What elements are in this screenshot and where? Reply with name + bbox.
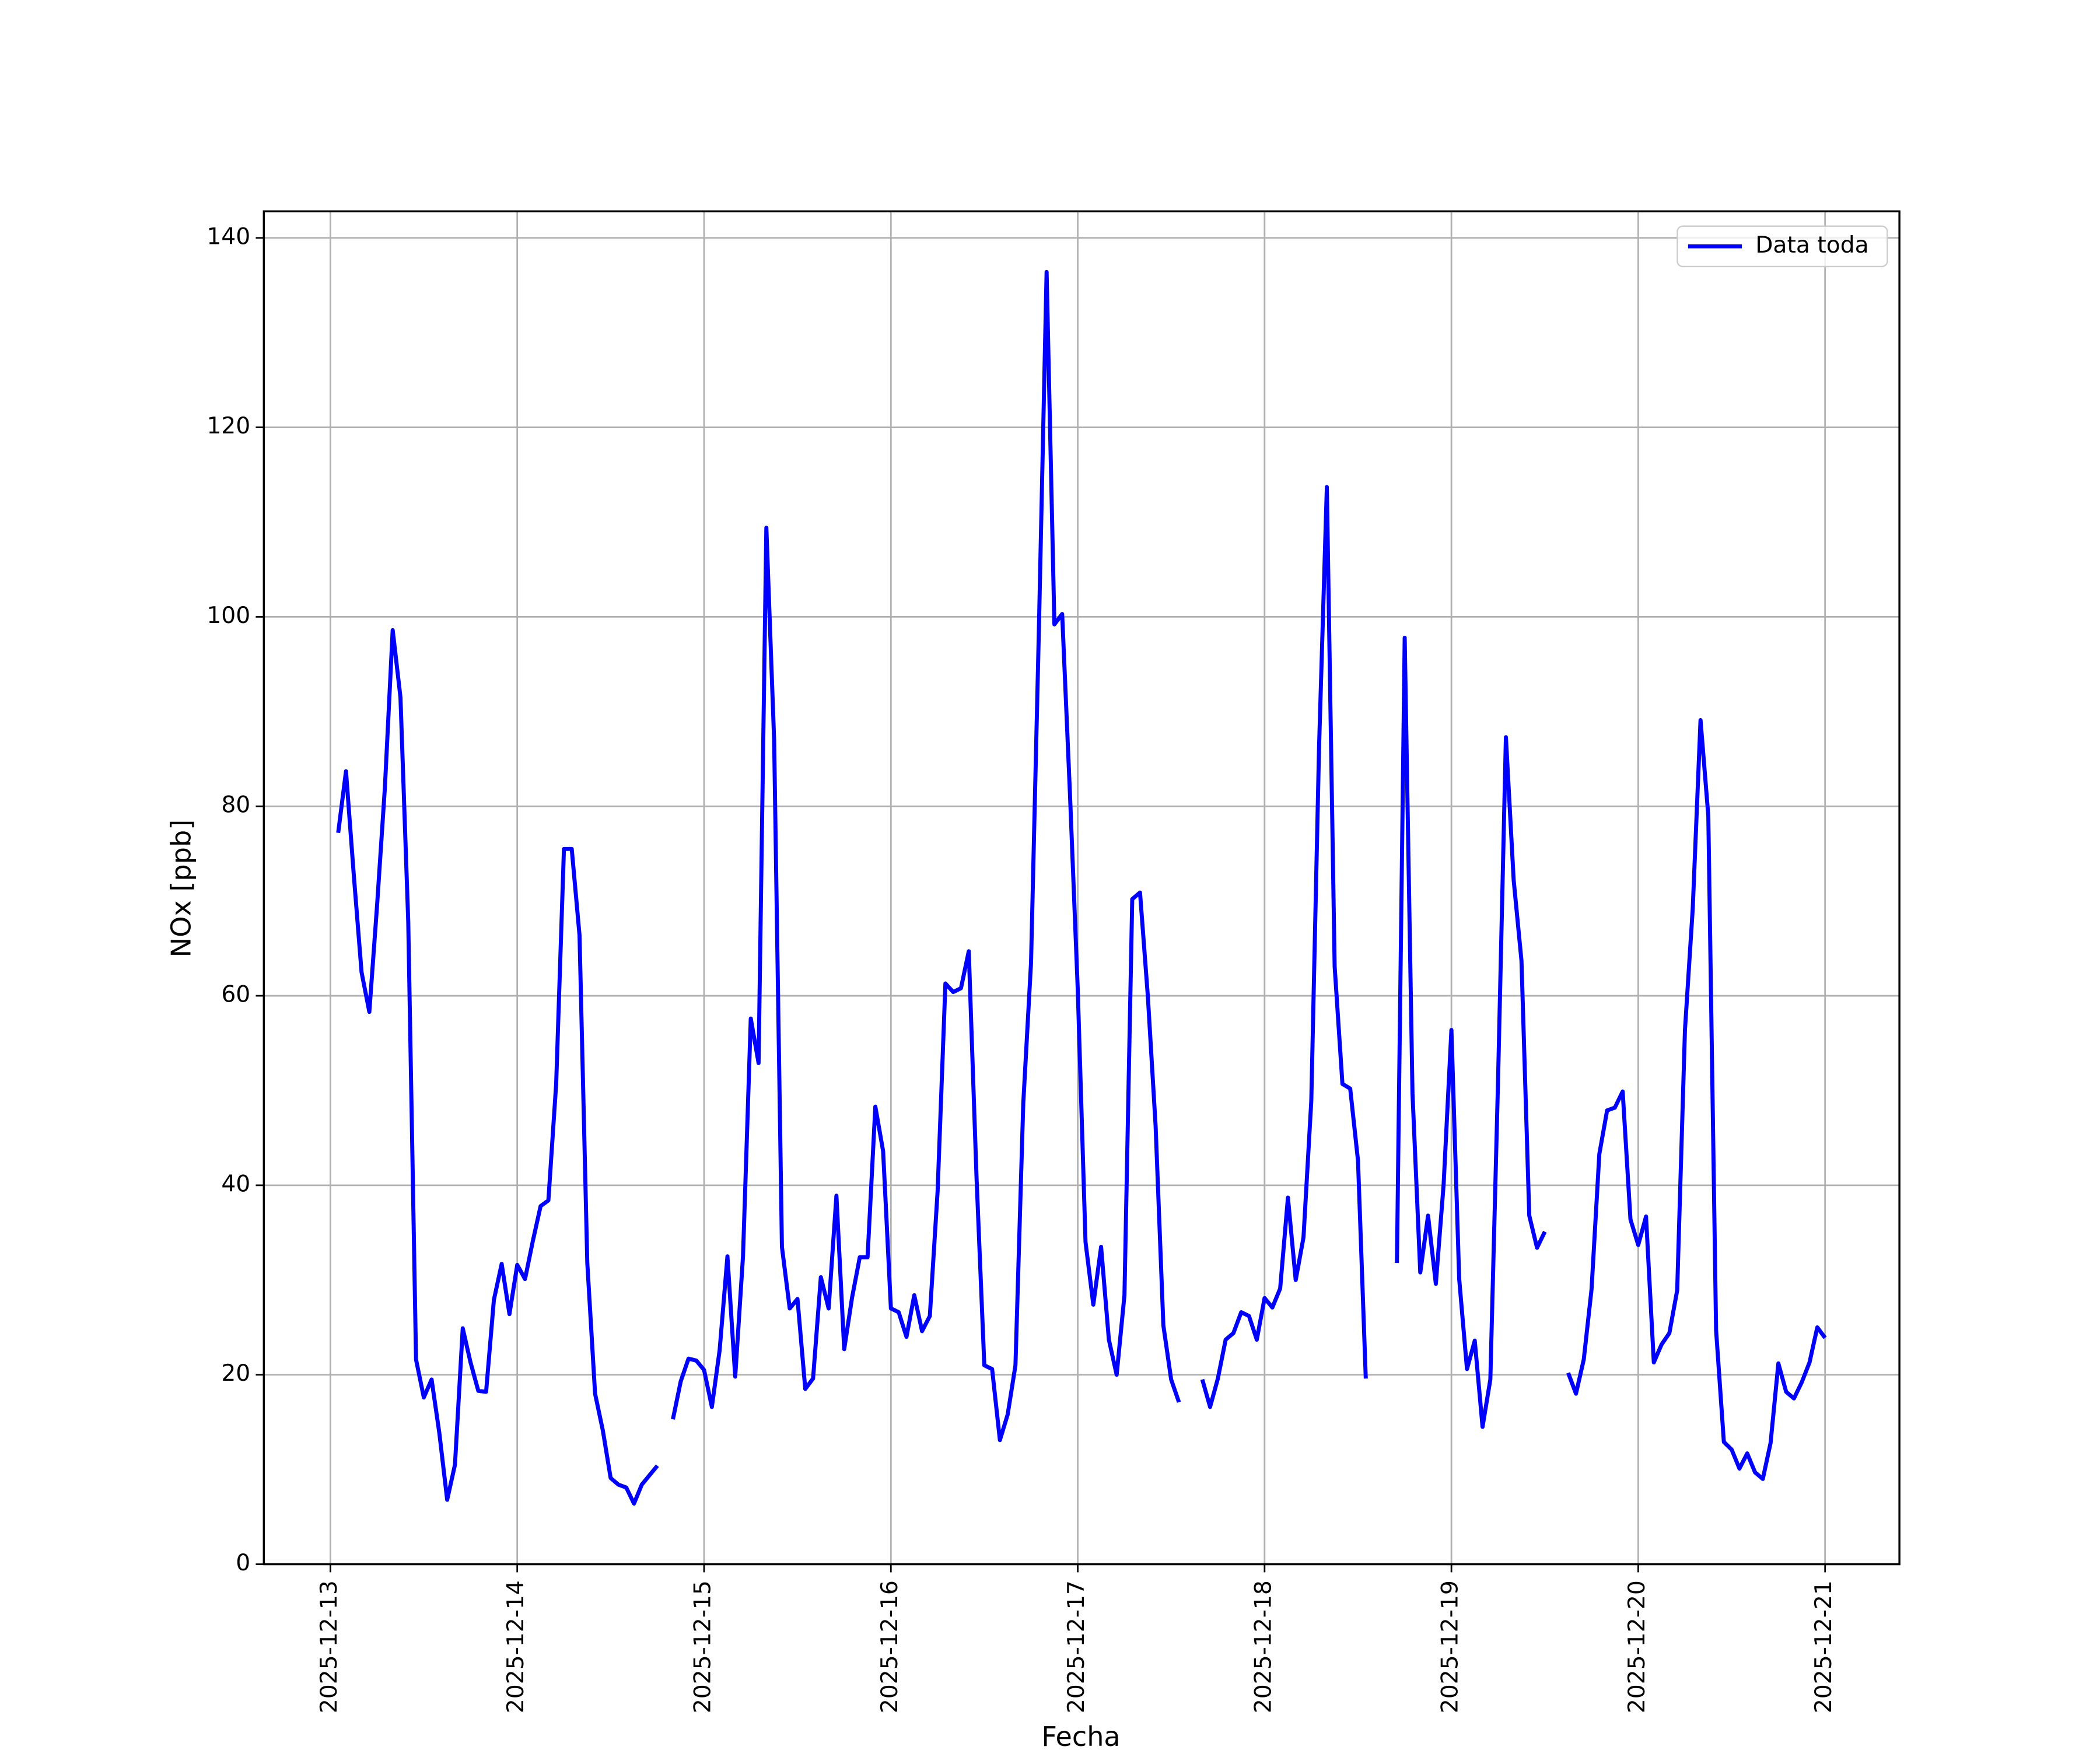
legend: Data toda (1676, 225, 1888, 268)
x-tick-label: 2025-12-17 (1063, 1580, 1090, 1713)
plot-frame (262, 210, 1901, 1566)
y-tick-label: 100 (206, 603, 250, 629)
data-line (336, 270, 1827, 1506)
y-tick-label: 140 (206, 223, 250, 250)
x-tick-label: 2025-12-19 (1437, 1580, 1464, 1713)
y-tick-label: 20 (221, 1360, 250, 1387)
x-tick-label: 2025-12-15 (690, 1580, 716, 1713)
x-tick-label: 2025-12-16 (877, 1580, 903, 1713)
x-tick-label: 2025-12-13 (316, 1580, 342, 1713)
y-tick-label: 120 (206, 413, 250, 439)
y-tick-label: 0 (236, 1550, 250, 1576)
y-tick-label: 60 (221, 982, 250, 1008)
x-axis-label: Fecha (1041, 1721, 1120, 1750)
x-tick-label: 2025-12-18 (1250, 1580, 1276, 1713)
x-tick-label: 2025-12-20 (1624, 1580, 1650, 1713)
y-axis-label: NOx [ppb] (165, 820, 197, 958)
x-tick-label: 2025-12-14 (503, 1580, 529, 1713)
legend-box (1676, 225, 1888, 268)
legend-label: Data toda (1755, 232, 1868, 258)
x-tick-label: 2025-12-21 (1811, 1580, 1837, 1713)
y-tick-label: 40 (221, 1171, 250, 1197)
y-tick-label: 80 (221, 792, 250, 818)
